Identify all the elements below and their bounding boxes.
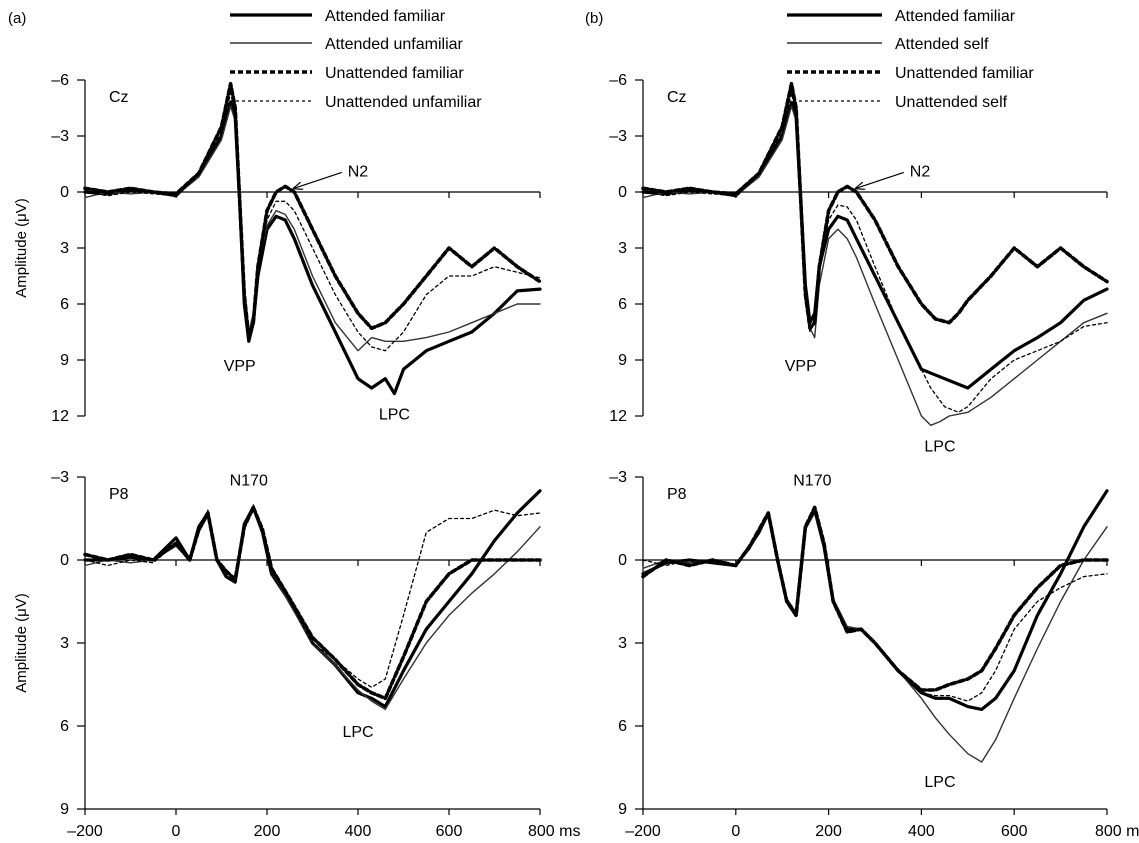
series-line [641,81,1109,331]
x-tick-label: 400 [345,823,372,840]
y-tick-label: 9 [60,801,69,818]
y-tick-label: 12 [51,408,69,425]
electrode-label: P8 [109,486,129,503]
x-tick-label: 800 ms [528,823,580,840]
x-tick-label: –200 [67,823,103,840]
legend: Attended familiar Attended self Unattended… [787,8,1034,111]
legend-label: Unattended unfamiliar [325,94,482,111]
legend-label: Attended self [895,36,989,53]
electrode-label: Cz [667,89,687,106]
y-tick-label: 12 [609,408,627,425]
y-tick-label: –3 [51,469,69,486]
y-tick-label: 0 [60,184,69,201]
series-line [84,105,541,352]
y-tick-label: 6 [60,718,69,735]
y-tick-label: –6 [51,72,69,89]
series-line [642,92,1108,413]
panel-label: (b) [585,10,603,27]
subplot-cz: –6 –3 0 3 6 9 12 Amplitude (μV) Cz N2 VPP LPC [13,72,542,425]
subplot-p8: –3 0 3 6 9 –200 0 200 400 600 800 ms Amplitude (μV)… [13,469,580,840]
panel-label: (a) [8,10,26,27]
annotation-label: LPC [342,724,373,741]
electrode-label: Cz [109,89,129,106]
legend-label: Unattended self [895,94,1008,111]
y-tick-label: –3 [51,128,69,145]
annotation-label: N2 [348,163,369,180]
y-tick-label: –3 [609,469,627,486]
series-line [83,100,542,396]
legend-label: Attended familiar [325,8,446,25]
annotation-label: N170 [230,472,268,489]
panel-b: (b) Attended familiar Attended self Unatten… [585,8,1139,840]
y-tick-label: 0 [618,552,627,569]
annotation-label: LPC [379,407,410,424]
x-tick-label: 400 [908,823,935,840]
legend-label: Attended unfamiliar [325,36,464,53]
x-tick-label: 200 [815,823,842,840]
y-axis-label: Amplitude (μV) [13,593,30,693]
legend-label: Attended familiar [895,8,1016,25]
series-line [84,92,541,352]
y-tick-label: 3 [618,635,627,652]
annotation-label: VPP [224,358,256,375]
annotation-label: N170 [793,472,831,489]
y-tick-label: 0 [618,184,627,201]
x-tick-label: 800 ms [1095,823,1139,840]
x-tick-label: 200 [254,823,281,840]
subplot-p8: –3 0 3 6 9 –200 0 200 400 600 800 ms P8 N170 LPC [609,469,1139,840]
legend-label: Unattended familiar [325,65,464,82]
y-tick-label: 6 [618,296,627,313]
y-tick-label: 6 [60,296,69,313]
y-tick-label: 3 [618,240,627,257]
series-line [84,504,541,688]
series-line [83,505,542,701]
series-line [642,512,1108,763]
y-tick-label: 9 [618,801,627,818]
x-tick-label: 0 [731,823,740,840]
series-line [642,509,1108,702]
annotation-label: LPC [924,774,955,791]
y-tick-label: 9 [60,352,69,369]
x-tick-label: 600 [1001,823,1028,840]
annotation-label: LPC [924,438,955,455]
series-line [84,509,541,711]
series-line [641,100,1109,390]
y-axis-label: Amplitude (μV) [13,198,30,298]
y-tick-label: –6 [609,72,627,89]
x-tick-label: 0 [172,823,181,840]
legend: Attended familiar Attended unfamiliar Unat… [230,8,482,111]
x-tick-label: 600 [436,823,463,840]
annotation-label: VPP [785,358,817,375]
y-tick-label: 3 [60,240,69,257]
subplot-cz: –6 –3 0 3 6 9 12 Cz N2 VPP LPC [609,72,1109,455]
annotation-arrow [294,171,342,188]
legend-label: Unattended familiar [895,65,1034,82]
x-tick-label: –200 [625,823,661,840]
y-tick-label: 9 [618,352,627,369]
panel-a: (a) Attended familiar Attended unfamiliar U… [8,8,580,840]
series-line [642,105,1108,426]
series-line [641,489,1109,712]
series-line [83,81,542,340]
electrode-label: P8 [667,486,687,503]
y-tick-label: 6 [618,718,627,735]
series-line [83,489,542,709]
series-line [641,505,1109,692]
annotation-arrow [856,171,904,188]
y-tick-label: 3 [60,635,69,652]
annotation-label: N2 [910,163,931,180]
y-tick-label: 0 [60,552,69,569]
y-tick-label: –3 [609,128,627,145]
